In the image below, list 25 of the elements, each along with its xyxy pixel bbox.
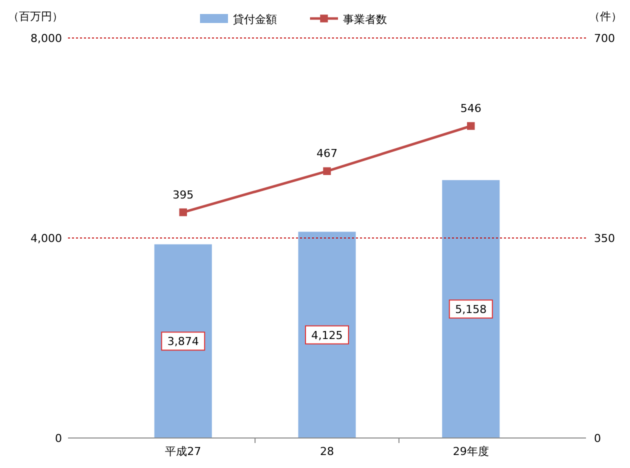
data-label: 395 [172,188,194,202]
bar [298,232,356,438]
y2-tick-label: 700 [594,32,615,45]
x-tick-label: 29年度 [452,445,489,458]
y-tick-label: 8,000 [30,32,62,45]
y-tick-label: 4,000 [30,232,62,245]
data-label: 467 [316,147,338,160]
legend-label: 事業者数 [343,13,387,26]
bar [442,180,500,438]
point [323,167,331,176]
y2-tick-label: 0 [594,432,601,445]
bar [154,244,212,438]
data-label: 546 [460,102,482,115]
y-axis-title: （百万円） [8,10,63,23]
legend-label: 貸付金額 [233,13,277,26]
data-label: 3,874 [167,335,199,348]
x-tick-label: 平成27 [165,445,202,458]
y2-tick-label: 350 [594,232,615,245]
data-label: 4,125 [311,328,343,342]
y2-axis-title: （件） [589,10,622,23]
data-label: 5,158 [455,303,487,316]
y-tick-label: 0 [55,432,62,445]
point [179,208,187,216]
x-tick-label: 28 [320,445,334,458]
point [467,122,475,130]
